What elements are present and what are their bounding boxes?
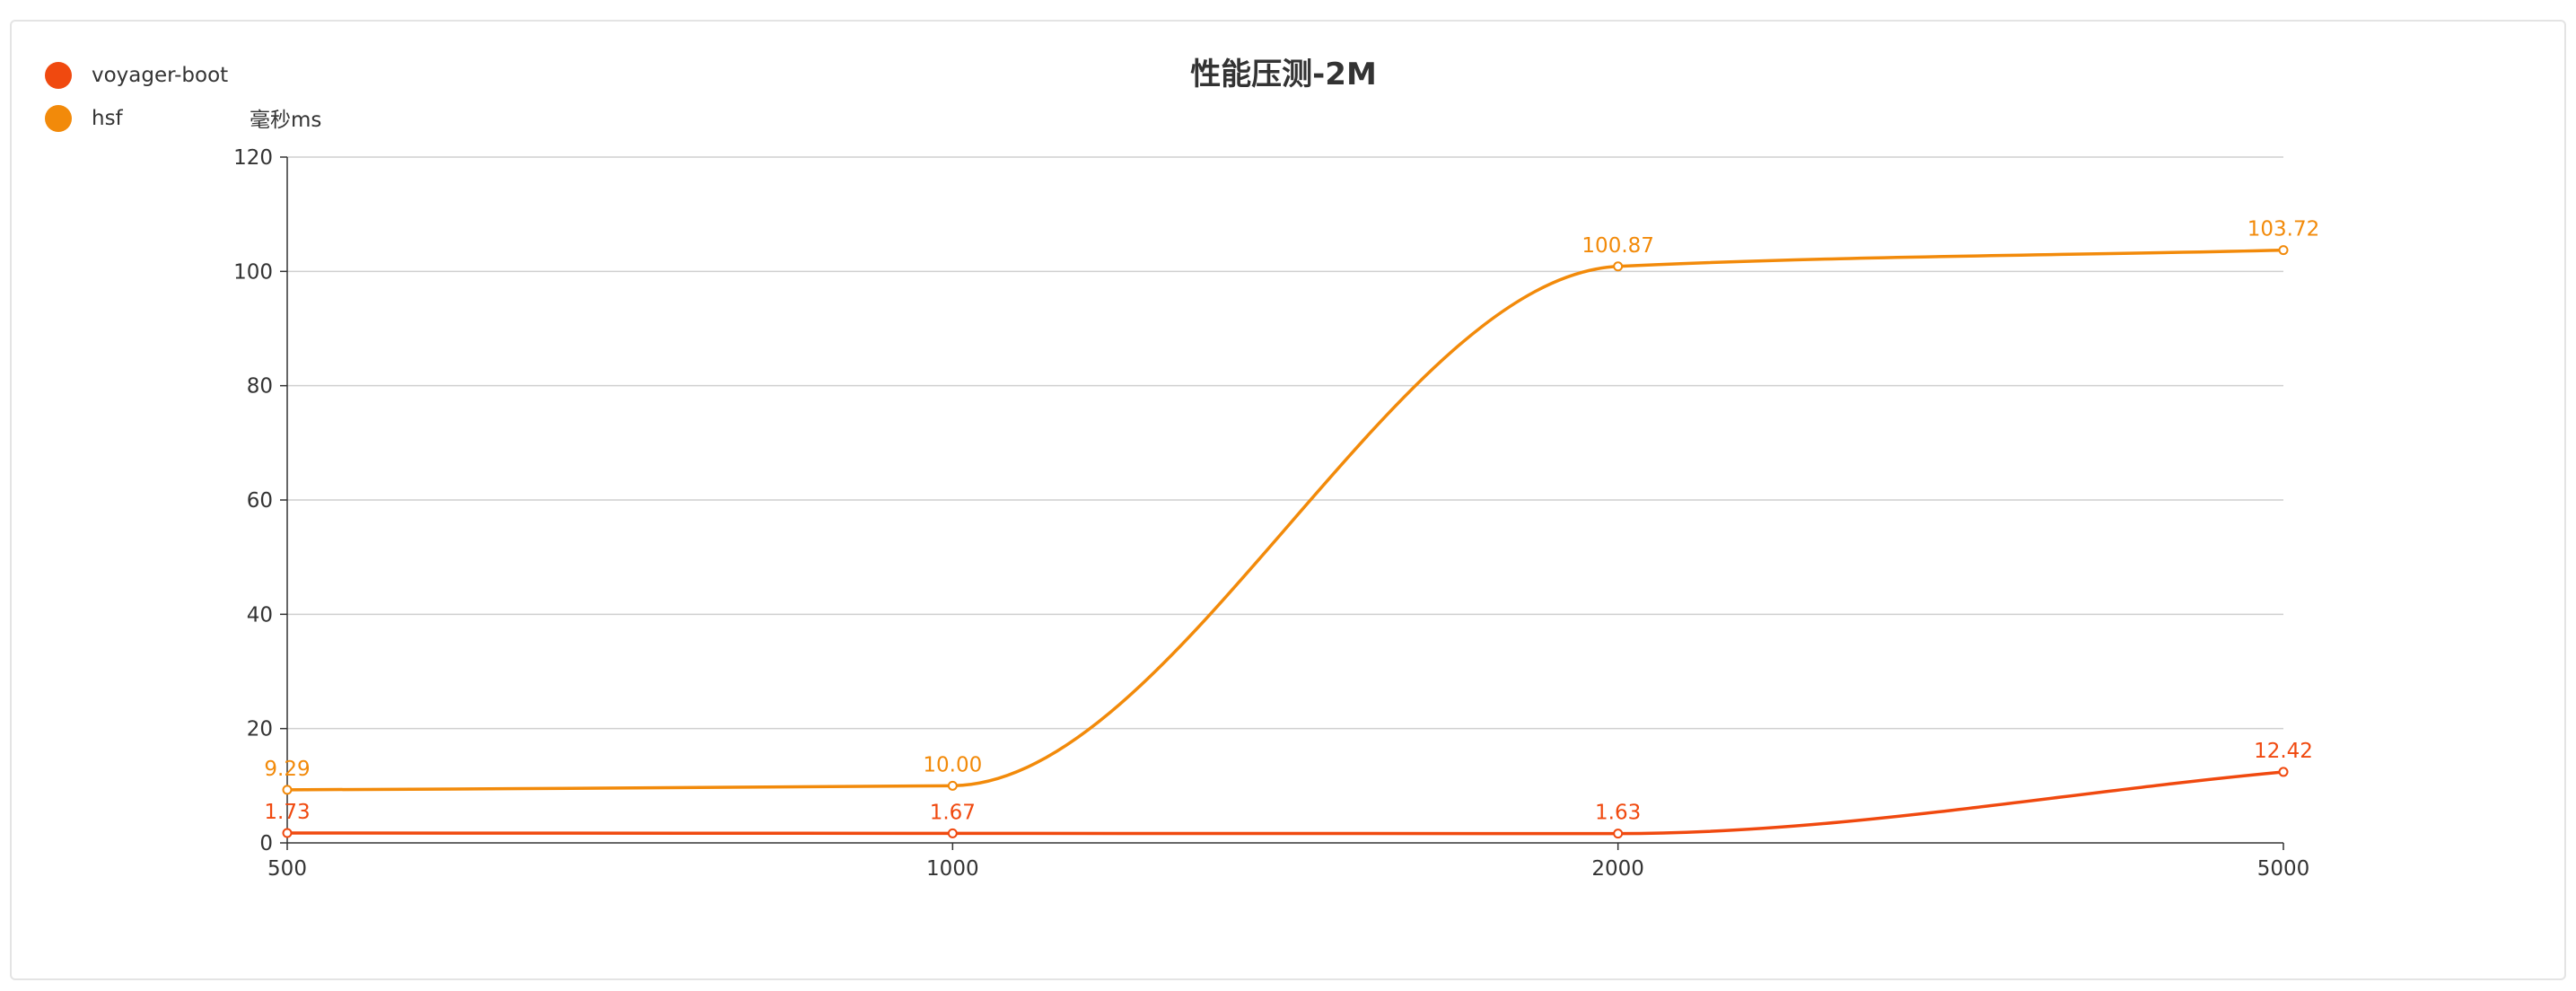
series-line-voyager-boot [286, 770, 2284, 836]
data-point-hsf-1000[interactable] [947, 780, 958, 791]
legend-swatch-voyager-boot [45, 62, 72, 89]
y-tick-label-40: 40 [247, 603, 273, 627]
chart-legend: voyager-boot hsf [45, 54, 228, 140]
data-point-voyager-boot-2000[interactable] [1613, 829, 1624, 839]
y-axis-label: 毫秒ms [250, 109, 321, 132]
y-tick-label-100: 100 [233, 260, 273, 284]
data-point-voyager-boot-500[interactable] [282, 828, 293, 838]
legend-label-voyager-boot: voyager-boot [92, 64, 229, 87]
y-tick-label-0: 0 [259, 832, 273, 855]
data-point-voyager-boot-1000[interactable] [947, 828, 958, 838]
data-label-voyager-boot-1000: 1.67 [930, 801, 976, 824]
data-point-voyager-boot-5000[interactable] [2278, 767, 2289, 777]
x-tick-label-500: 500 [267, 857, 307, 881]
y-tick-label-20: 20 [247, 718, 273, 741]
data-label-hsf-2000: 100.87 [1582, 234, 1653, 258]
data-label-voyager-boot-500: 1.73 [264, 801, 310, 824]
x-tick-label-2000: 2000 [1591, 857, 1644, 881]
x-tick-label-1000: 1000 [926, 857, 979, 881]
axis-layer: 0 20 40 60 80 100 120 500 1000 2000 5000 [233, 146, 2309, 881]
y-tick-label-80: 80 [247, 375, 273, 399]
data-label-hsf-5000: 103.72 [2247, 218, 2319, 241]
chart-title: 性能压测-2M [1190, 57, 1377, 92]
data-label-hsf-1000: 10.00 [923, 753, 982, 776]
series-layer: 9.29 10.00 100.87 103.72 1.73 1.67 1.63 12.42 [264, 218, 2319, 839]
data-label-voyager-boot-2000: 1.63 [1595, 802, 1641, 825]
legend-label-hsf: hsf [92, 107, 123, 130]
x-tick-label-5000: 5000 [2257, 857, 2310, 881]
legend-item-hsf[interactable]: hsf [45, 97, 228, 140]
data-point-hsf-2000[interactable] [1613, 261, 1624, 272]
legend-swatch-hsf [45, 105, 72, 132]
legend-item-voyager-boot[interactable]: voyager-boot [45, 54, 228, 97]
data-label-hsf-500: 9.29 [264, 758, 310, 781]
y-tick-label-120: 120 [233, 146, 273, 170]
series-line-hsf [286, 248, 2284, 792]
data-label-voyager-boot-5000: 12.42 [2254, 740, 2313, 763]
grid-layer [287, 156, 2283, 730]
y-tick-label-60: 60 [247, 489, 273, 513]
data-point-hsf-5000[interactable] [2278, 245, 2289, 256]
data-point-hsf-500[interactable] [282, 785, 293, 795]
